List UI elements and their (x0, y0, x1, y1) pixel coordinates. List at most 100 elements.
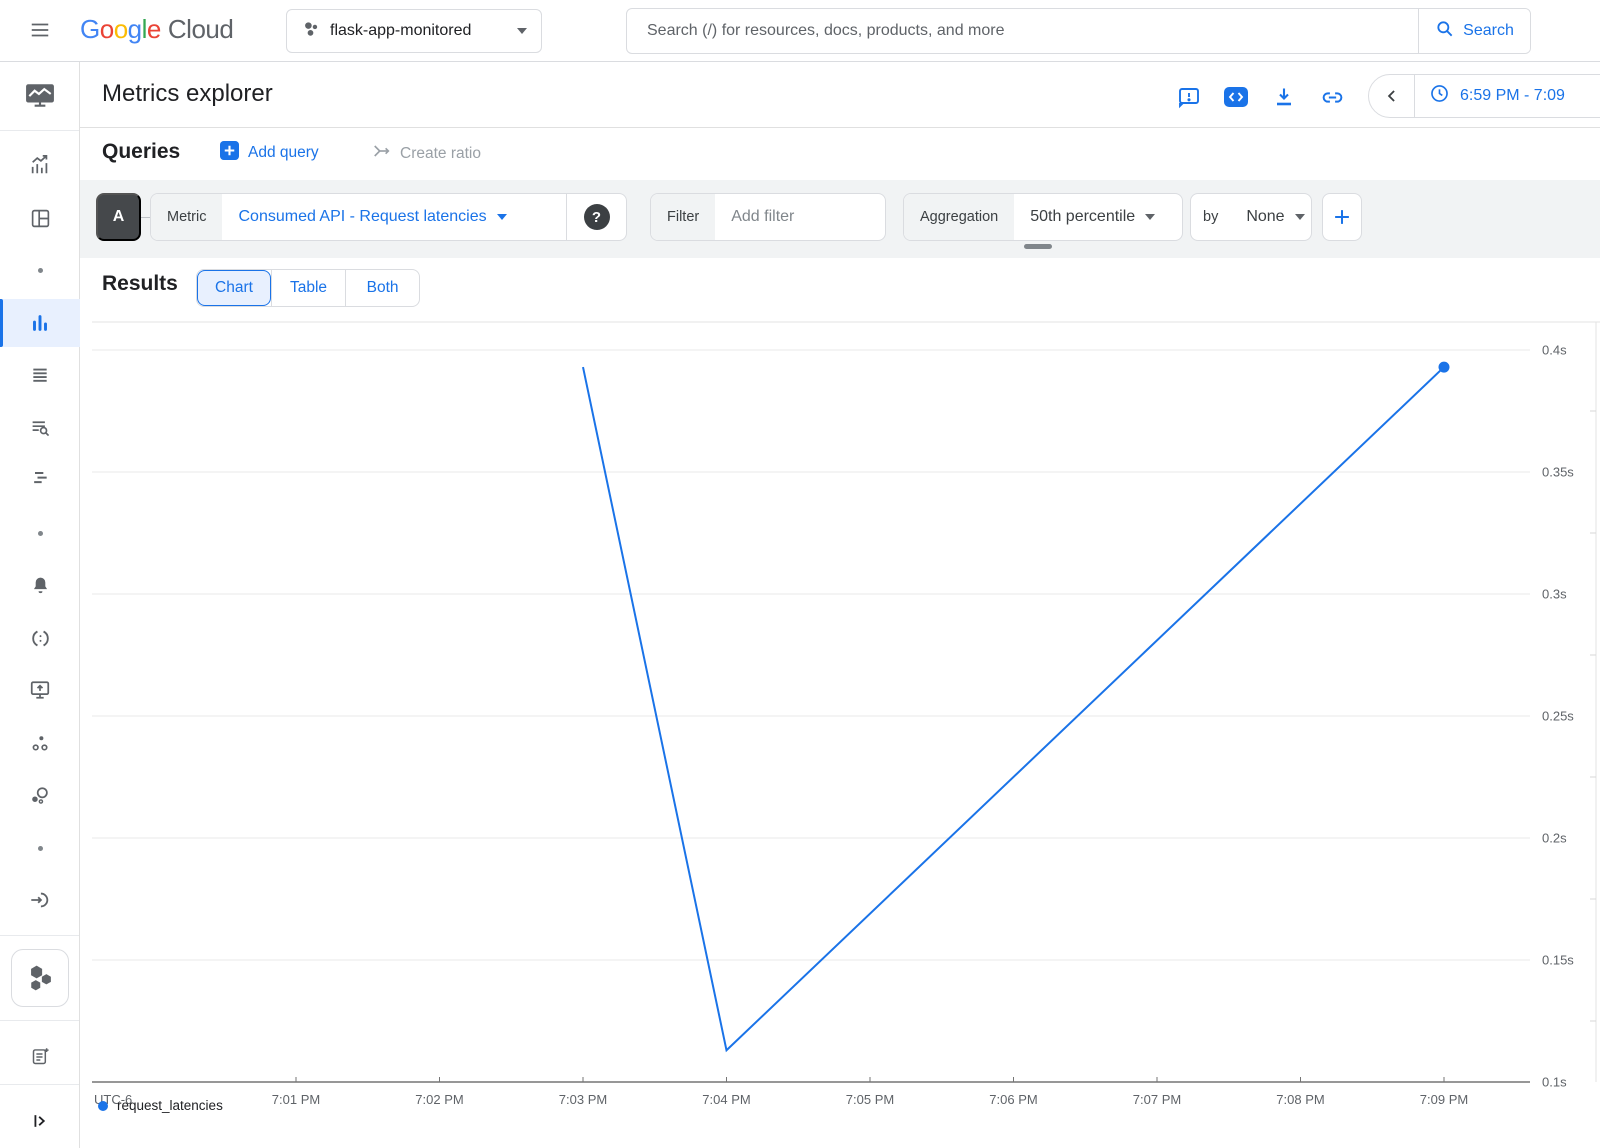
nav-item-monitoring-logo-icon[interactable] (0, 71, 80, 119)
nav-item-logs-search-icon[interactable] (0, 403, 80, 451)
resize-drag-handle[interactable] (1024, 244, 1052, 249)
search-button-label: Search (1463, 22, 1514, 39)
filter-input[interactable] (715, 194, 876, 240)
metric-value-dropdown[interactable]: Consumed API - Request latencies (222, 194, 566, 240)
chevron-down-icon (1145, 214, 1156, 220)
svg-text:7:07 PM: 7:07 PM (1133, 1092, 1181, 1107)
nav-item-alerting-bell-icon[interactable] (0, 561, 80, 609)
results-heading: Results (102, 272, 178, 295)
time-range-control: 6:59 PM - 7:09 (1368, 74, 1600, 118)
queries-heading: Queries (102, 140, 181, 163)
svg-text:7:01 PM: 7:01 PM (272, 1092, 320, 1107)
legend-series-dot (98, 1100, 108, 1111)
svg-text:7:05 PM: 7:05 PM (846, 1092, 894, 1107)
aggregation-value: 50th percentile (1030, 208, 1136, 225)
create-ratio-icon (372, 141, 392, 166)
svg-text:7:03 PM: 7:03 PM (559, 1092, 607, 1107)
aggregation-value-dropdown[interactable]: 50th percentile (1014, 194, 1182, 240)
svg-text:0.15s: 0.15s (1542, 953, 1574, 968)
page-header: Metrics explorer 6:59 PM - 7:09 (80, 62, 1600, 128)
aggregation-chip: Aggregation 50th percentile (903, 193, 1183, 241)
nav-item-dot-icon[interactable] (0, 246, 80, 294)
line-chart-canvas[interactable]: 0.1s 0.15s 0.2s 0.25s 0.3s 0.35s 0.4s 7:01 PM 7:… (80, 310, 1600, 1148)
nav-item-dot-icon[interactable] (0, 824, 80, 872)
tab-both[interactable]: Both (345, 270, 420, 306)
add-query-button[interactable]: Add query (220, 141, 319, 165)
nav-item-dot-icon[interactable] (0, 509, 80, 557)
nav-rail-expand-icon[interactable] (0, 1097, 80, 1145)
add-query-label: Add query (248, 144, 319, 161)
svg-text:0.1s: 0.1s (1542, 1075, 1567, 1090)
google-logo-word: Google (80, 14, 161, 44)
time-range-button[interactable]: 6:59 PM - 7:09 (1415, 83, 1579, 109)
nav-item-dashboards-icon[interactable] (0, 194, 80, 242)
results-section: Results Chart Table Both (80, 258, 1600, 310)
nav-item-integrations-icon[interactable] (0, 772, 80, 820)
filter-chip: Filter (650, 193, 886, 241)
nav-item-trend-chart-icon[interactable] (0, 141, 80, 189)
by-label: by (1203, 209, 1219, 225)
nav-item-project-hexagons-button[interactable] (11, 949, 69, 1007)
share-link-icon[interactable] (1319, 84, 1345, 110)
chevron-down-icon (517, 28, 527, 34)
project-selector[interactable]: flask-app-monitored (286, 9, 542, 53)
nav-item-data-ingestion-icon[interactable] (0, 876, 80, 924)
svg-text:0.3s: 0.3s (1542, 587, 1567, 602)
chevron-down-icon (496, 214, 507, 220)
chevron-down-icon (1294, 214, 1305, 220)
svg-text:0.2s: 0.2s (1542, 831, 1567, 846)
selected-indicator (0, 299, 3, 347)
google-cloud-logo: Google Cloud (80, 14, 234, 45)
feedback-icon[interactable] (1176, 84, 1202, 110)
nav-item-list-icon[interactable] (0, 351, 80, 399)
page-title: Metrics explorer (102, 80, 273, 107)
svg-text:0.25s: 0.25s (1542, 709, 1574, 724)
group-by-chip: by None (1190, 193, 1312, 241)
create-ratio-button: Create ratio (372, 141, 481, 166)
add-query-plus-icon (220, 141, 239, 165)
nav-item-services-icon[interactable] (0, 719, 80, 767)
chart-legend[interactable]: request_latencies (98, 1098, 223, 1113)
metric-label: Metric (151, 194, 223, 240)
group-by-value: None (1246, 208, 1285, 225)
metric-value: Consumed API - Request latencies (238, 208, 487, 225)
svg-text:7:08 PM: 7:08 PM (1276, 1092, 1324, 1107)
nav-item-trace-icon[interactable] (0, 454, 80, 502)
svg-text:7:02 PM: 7:02 PM (415, 1092, 463, 1107)
plus-icon (1335, 210, 1349, 224)
create-ratio-label: Create ratio (400, 144, 481, 162)
query-letter-badge[interactable]: A (96, 193, 141, 241)
download-icon[interactable] (1271, 84, 1297, 110)
chart-area: 0.1s 0.15s 0.2s 0.25s 0.3s 0.35s 0.4s 7:01 PM 7:… (80, 310, 1600, 1148)
tab-table[interactable]: Table (271, 270, 346, 306)
metric-help-button[interactable]: ? (566, 194, 626, 240)
svg-text:7:06 PM: 7:06 PM (989, 1092, 1037, 1107)
nav-item-error-reporting-icon[interactable] (0, 614, 80, 662)
nav-item-metrics-explorer-icon[interactable] (0, 299, 80, 347)
svg-text:0.35s: 0.35s (1542, 465, 1574, 480)
filter-label: Filter (651, 194, 716, 240)
help-icon: ? (583, 204, 610, 230)
metric-chip: Metric Consumed API - Request latencies … (150, 193, 627, 241)
add-aggregation-button[interactable] (1322, 193, 1362, 241)
clock-icon (1429, 83, 1450, 109)
search-button[interactable]: Search (1418, 9, 1530, 53)
cloud-logo-word: Cloud (167, 14, 234, 44)
nav-item-release-notes-icon[interactable] (0, 1032, 80, 1080)
top-app-bar: Google Cloud flask-app-monitored Search (0, 0, 1600, 62)
hamburger-menu-icon[interactable] (22, 19, 58, 43)
connector-line (141, 217, 150, 218)
results-view-toggle: Chart Table Both (196, 269, 421, 307)
svg-text:7:04 PM: 7:04 PM (702, 1092, 750, 1107)
chevron-left-icon[interactable] (1369, 75, 1415, 117)
svg-text:0.4s: 0.4s (1542, 343, 1567, 358)
search-input[interactable] (627, 9, 1418, 53)
aggregation-label: Aggregation (904, 194, 1015, 240)
group-by-dropdown[interactable]: None (1230, 194, 1311, 240)
code-editor-icon[interactable] (1223, 84, 1249, 110)
tab-chart[interactable]: Chart (197, 270, 271, 306)
project-name: flask-app-monitored (330, 22, 472, 39)
project-icon (301, 20, 320, 42)
nav-item-uptime-checks-icon[interactable] (0, 666, 80, 714)
svg-text:7:09 PM: 7:09 PM (1420, 1092, 1468, 1107)
